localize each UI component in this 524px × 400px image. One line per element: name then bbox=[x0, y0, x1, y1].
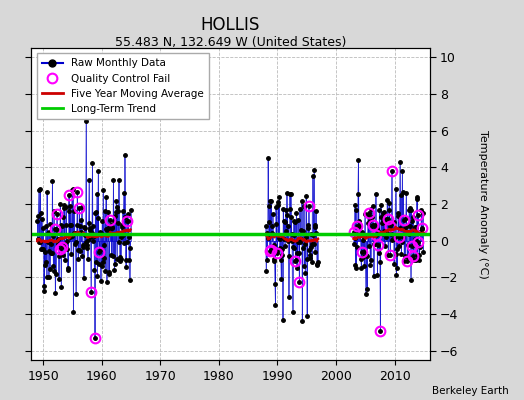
Text: 55.483 N, 132.649 W (United States): 55.483 N, 132.649 W (United States) bbox=[115, 36, 346, 49]
Y-axis label: Temperature Anomaly (°C): Temperature Anomaly (°C) bbox=[478, 130, 488, 278]
Text: Berkeley Earth: Berkeley Earth bbox=[432, 386, 508, 396]
Text: HOLLIS: HOLLIS bbox=[201, 16, 260, 34]
Legend: Raw Monthly Data, Quality Control Fail, Five Year Moving Average, Long-Term Tren: Raw Monthly Data, Quality Control Fail, … bbox=[37, 53, 209, 119]
